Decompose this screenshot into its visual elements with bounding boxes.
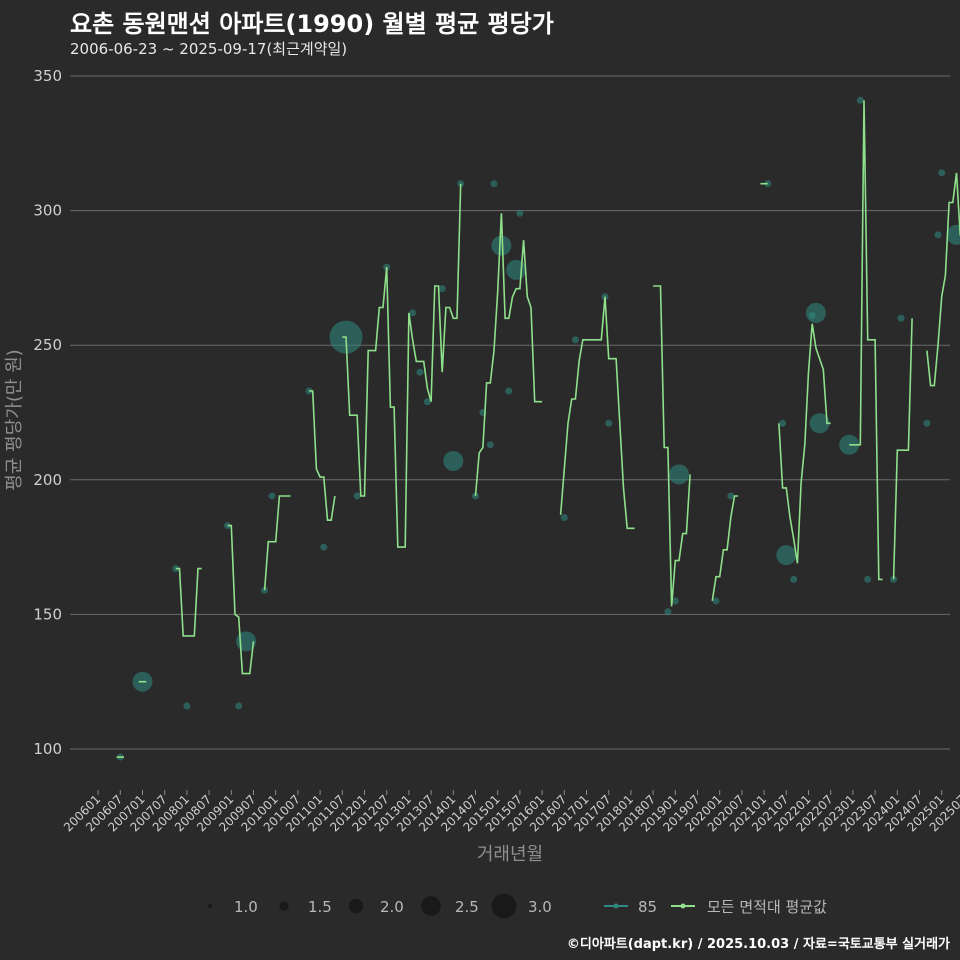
data-point-85: [457, 180, 465, 188]
size-legend-dot: [208, 904, 212, 908]
data-point-85: [779, 419, 787, 427]
data-point-85: [946, 224, 960, 245]
data-point-85: [416, 368, 424, 376]
data-point-85: [183, 702, 191, 710]
legend-85-label: 85: [638, 898, 657, 916]
size-legend-dot: [491, 893, 517, 919]
data-point-85: [605, 419, 613, 427]
y-tick-label: 150: [33, 605, 62, 623]
legend-average-label: 모든 면적대 평균값: [707, 898, 827, 916]
data-point-85: [923, 419, 931, 427]
data-point-85: [353, 492, 361, 500]
average-line-segment: [711, 495, 739, 602]
average-line-segment: [309, 390, 336, 521]
data-point-85: [856, 96, 864, 104]
scatter-points-85: [116, 96, 960, 761]
data-point-85: [790, 575, 798, 583]
y-tick-label: 250: [33, 336, 62, 354]
size-legend-dot: [348, 898, 364, 914]
average-line-segment: [342, 183, 462, 548]
size-legend-label: 3.0: [528, 898, 552, 916]
data-point-85: [809, 413, 830, 434]
average-line-segment: [778, 323, 831, 564]
data-point-85: [491, 235, 512, 256]
average-line-segment: [926, 172, 960, 387]
data-point-85: [438, 285, 446, 293]
data-point-85: [443, 450, 464, 471]
data-point-85: [727, 492, 735, 500]
data-point-85: [890, 575, 898, 583]
average-line-segment: [653, 285, 691, 607]
average-line-segment: [474, 213, 543, 497]
y-tick-label: 300: [33, 202, 62, 220]
data-point-85: [669, 464, 689, 485]
data-point-85: [320, 543, 328, 551]
data-point-85: [235, 702, 243, 710]
average-line-segment: [263, 495, 291, 591]
data-point-85: [938, 169, 946, 177]
chart-subtitle: 2006-06-23 ~ 2025-09-17(최근계약일): [70, 40, 348, 58]
data-point-85: [490, 180, 498, 188]
data-point-85: [897, 314, 905, 322]
data-point-85: [571, 336, 579, 344]
average-line-segment: [849, 100, 883, 581]
data-point-85: [671, 597, 679, 605]
average-line-segment: [227, 524, 255, 675]
data-point-85: [423, 398, 431, 406]
data-point-85: [506, 259, 527, 280]
size-legend-dot: [279, 901, 289, 911]
y-tick-labels: 100 150 200 250 300 350: [33, 67, 62, 758]
average-line-segment: [559, 296, 635, 530]
y-axis-label: 평균 평당가(만 원): [4, 349, 25, 490]
size-legend-label: 1.5: [308, 898, 332, 916]
legend-average-dot-swatch: [680, 903, 686, 909]
data-point-85: [664, 608, 672, 616]
data-point-85: [934, 231, 942, 239]
data-point-85: [712, 597, 720, 605]
size-legend-dot: [421, 896, 441, 916]
y-tick-label: 100: [33, 740, 62, 758]
x-axis-label: 거래년월: [477, 844, 543, 865]
size-legend-label: 1.0: [234, 898, 258, 916]
data-point-85: [805, 302, 826, 323]
data-point-85: [268, 492, 276, 500]
legend-85-dot-swatch: [613, 903, 619, 909]
grid-lines: [70, 75, 950, 750]
chart-title: 요촌 동원맨션 아파트(1990) 월별 평균 평당가: [70, 10, 554, 38]
y-tick-label: 350: [33, 67, 62, 85]
average-line-segment: [175, 567, 202, 637]
source-caption: ©디아파트(dapt.kr) / 2025.10.03 / 자료=국토교통부 실…: [566, 937, 950, 952]
data-point-85: [776, 545, 797, 566]
average-line-series: [116, 100, 960, 758]
data-point-85: [516, 209, 524, 217]
data-point-85: [864, 575, 872, 583]
average-line-segment: [892, 318, 913, 580]
size-legend-label: 2.5: [455, 898, 479, 916]
x-tick-labels: 2006012006072007012007072008012008072009…: [61, 790, 960, 835]
data-point-85: [409, 309, 417, 317]
data-point-85: [505, 387, 513, 395]
size-legend-label: 2.0: [380, 898, 404, 916]
data-point-85: [486, 441, 494, 449]
y-tick-label: 200: [33, 471, 62, 489]
data-point-85: [560, 513, 568, 521]
legend: 1.0 1.5 2.0 2.5 3.0 85 모든 면적대 평균값: [208, 893, 827, 919]
